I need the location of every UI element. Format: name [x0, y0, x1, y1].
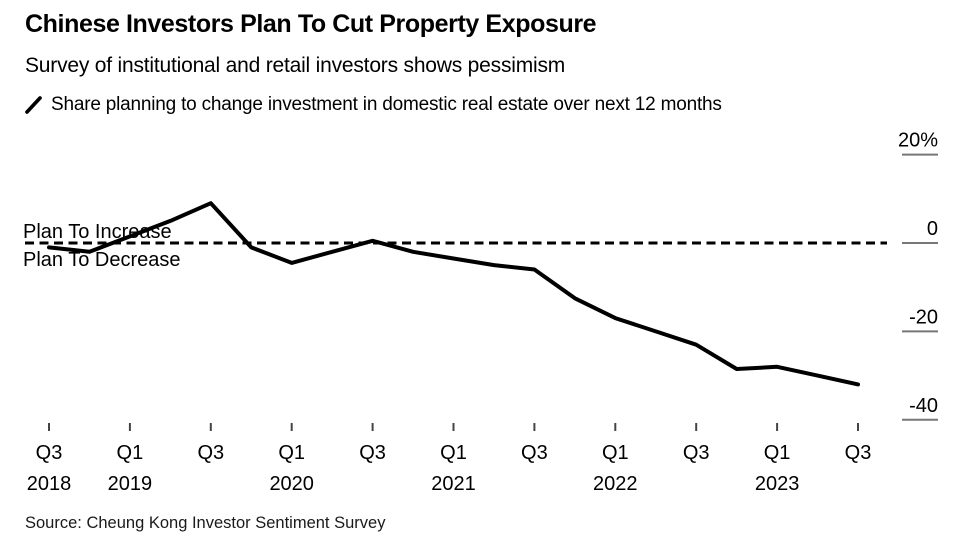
plan-to-decrease-label: Plan To Decrease — [23, 249, 181, 271]
x-tick-quarter-label: Q3 — [845, 442, 872, 464]
series-group — [47, 201, 860, 387]
legend: Share planning to change investment in d… — [25, 94, 722, 116]
x-tick-year-label: 2018 — [27, 473, 72, 495]
x-tick-year-label: 2019 — [108, 473, 153, 495]
x-tick-quarter-label: Q1 — [602, 442, 629, 464]
y-tick-label: -20 — [909, 306, 938, 328]
x-tick-year-label: 2023 — [755, 473, 800, 495]
series-line — [47, 201, 860, 387]
source-attribution: Source: Cheung Kong Investor Sentiment S… — [25, 514, 386, 532]
x-tick-quarter-label: Q3 — [359, 442, 386, 464]
x-tick-year-label: 2022 — [593, 473, 638, 495]
y-tick-label: 20% — [898, 130, 938, 152]
x-tick-year-label: 2021 — [431, 473, 476, 495]
x-tick-quarter-label: Q1 — [278, 442, 305, 464]
x-tick-quarter-label: Q1 — [117, 442, 144, 464]
chart-subtitle: Survey of institutional and retail inves… — [25, 54, 566, 77]
x-tick-quarter-label: Q3 — [36, 442, 63, 464]
x-tick-quarter-label: Q3 — [683, 442, 710, 464]
x-tick-quarter-label: Q3 — [197, 442, 224, 464]
x-tick-quarter-label: Q3 — [521, 442, 548, 464]
plan-to-increase-label: Plan To Increase — [23, 221, 172, 243]
line-series-icon — [25, 96, 42, 114]
axes-group: 20% 0 -20 -40 Q3 2018 Q1 2019 Q3 Q1 2020 Q3 Q1 2021 Q3… — [25, 130, 938, 495]
y-tick-label: -40 — [909, 395, 938, 417]
y-tick-label: 0 — [927, 218, 938, 240]
x-tick-quarter-label: Q1 — [764, 442, 791, 464]
x-tick-year-label: 2020 — [269, 473, 314, 495]
legend-label: Share planning to change investment in d… — [51, 94, 722, 115]
page-title: Chinese Investors Plan To Cut Property E… — [25, 10, 597, 38]
x-tick-quarter-label: Q1 — [440, 442, 467, 464]
